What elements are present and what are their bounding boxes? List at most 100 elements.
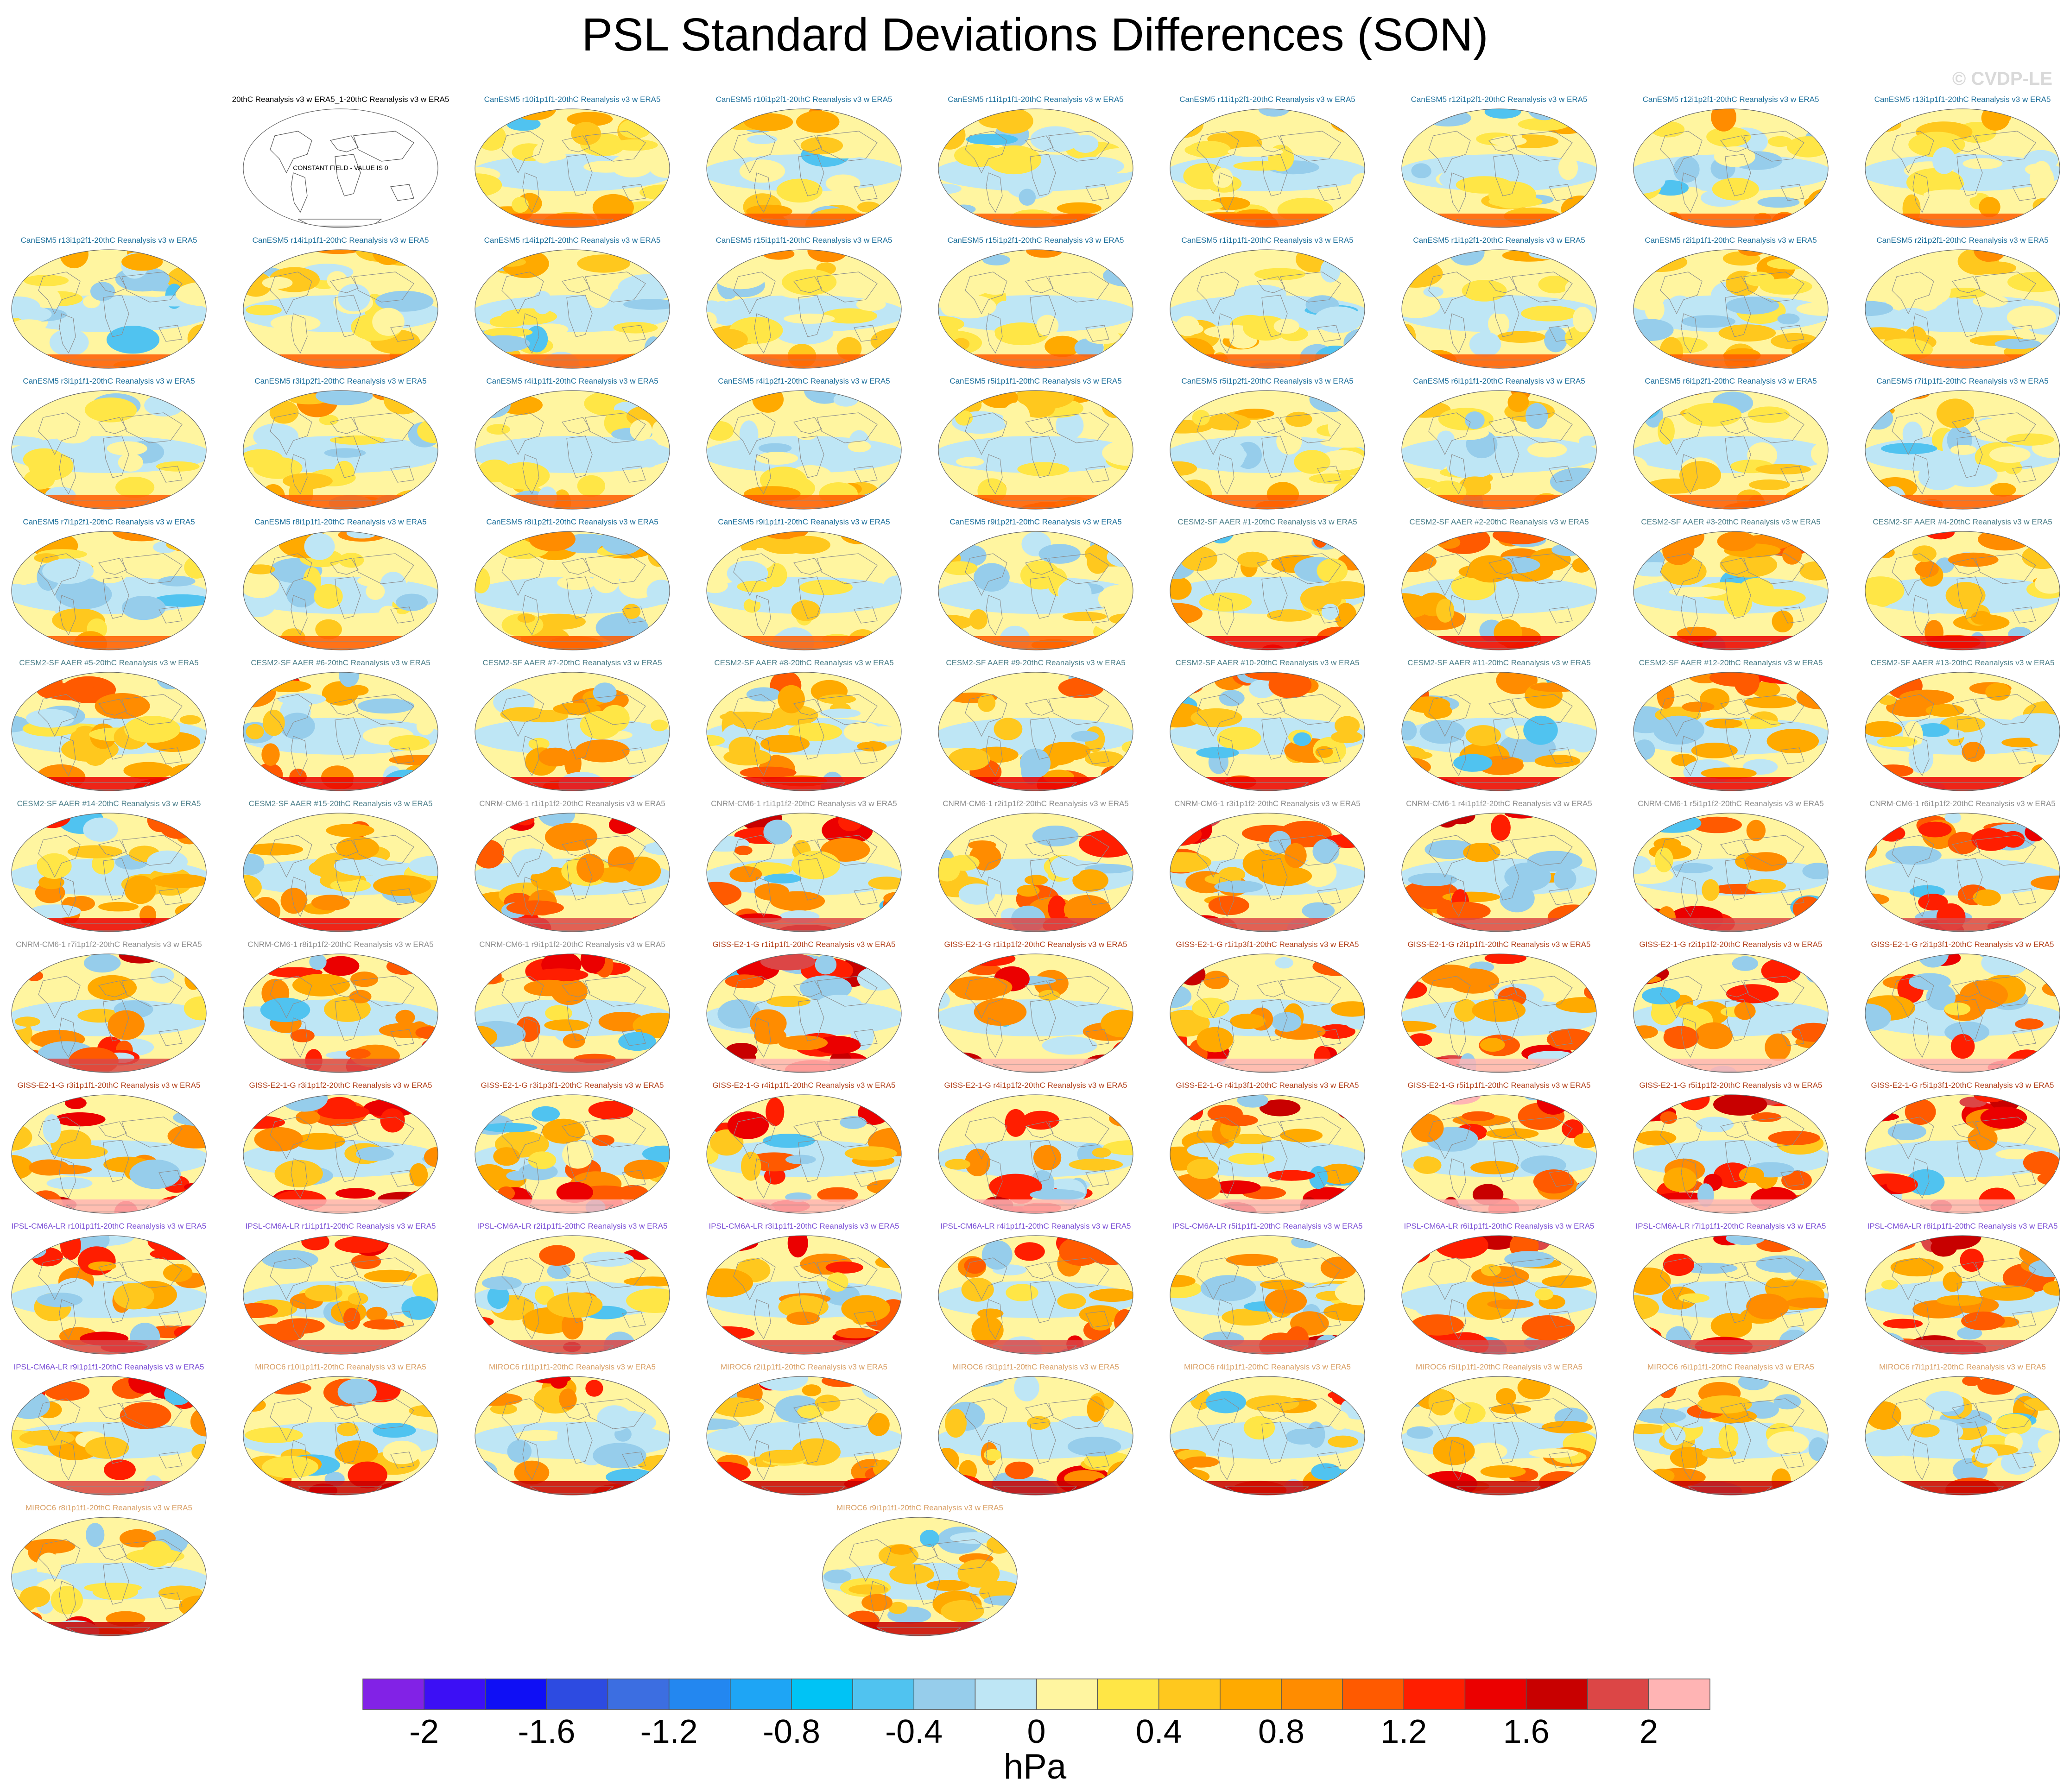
coastline <box>121 553 183 584</box>
anomaly-blob <box>942 1052 983 1073</box>
coastline <box>1257 558 1285 575</box>
anomaly-blob <box>785 1155 816 1165</box>
anomaly-blob <box>532 613 586 630</box>
anomaly-blob <box>882 1208 901 1213</box>
coastline <box>1892 131 1934 174</box>
anomaly-blob <box>1763 1016 1796 1030</box>
coastline <box>793 699 822 716</box>
anomaly-blob <box>645 1477 670 1491</box>
anomaly-blob <box>1324 213 1365 224</box>
anomaly-blob <box>245 843 304 856</box>
anomaly-blob <box>1005 1461 1034 1479</box>
coastline <box>59 736 76 776</box>
anomaly-blob <box>1940 716 1986 732</box>
colorbar-box <box>852 1678 914 1710</box>
anomaly-blob <box>270 315 321 332</box>
anomaly-blob <box>707 578 728 593</box>
coastline <box>986 736 1003 776</box>
coastline <box>158 1592 183 1609</box>
coastline <box>103 1140 129 1182</box>
anomaly-blob <box>106 326 160 354</box>
anomaly-blob <box>1558 156 1578 180</box>
panel-title: MIROC6 r3i1p1f1-20thC Reanalysis v3 w ER… <box>952 1363 1119 1371</box>
anomaly-blob <box>1265 1288 1307 1314</box>
anomaly-blob <box>586 442 629 467</box>
coastline <box>1892 976 1934 1019</box>
coastline <box>335 1421 361 1464</box>
anomaly-blob <box>304 533 335 560</box>
anomaly-blob <box>707 1242 715 1261</box>
coastline <box>1196 1117 1239 1160</box>
coastline <box>1257 1121 1285 1138</box>
anomaly-blob <box>1293 732 1311 746</box>
anomaly-blob <box>1063 298 1101 315</box>
anomaly-blob <box>1056 411 1084 440</box>
anomaly-blob <box>475 903 495 928</box>
anomaly-blob <box>1633 109 1653 121</box>
coastline <box>1780 888 1804 905</box>
coastline <box>1030 435 1056 478</box>
coastline <box>59 454 76 495</box>
coastline <box>1488 1403 1517 1420</box>
anomaly-blob <box>857 966 899 991</box>
map-border <box>11 1094 207 1214</box>
panel-title: CanESM5 r3i1p1f1-20thC Reanalysis v3 w E… <box>23 377 195 385</box>
anomaly-blob <box>55 580 112 609</box>
map-canvas <box>11 953 207 1073</box>
anomaly-blob <box>1766 729 1819 753</box>
panel-title: GISS-E2-1-G r5i1p1f2-20thC Reanalysis v3… <box>1639 1081 1823 1090</box>
coastline <box>1493 576 1519 619</box>
anomaly-blob <box>1480 1465 1526 1478</box>
anomaly-blob <box>707 1202 748 1213</box>
coastline <box>353 553 414 584</box>
anomaly-blob <box>744 113 793 131</box>
map-canvas <box>706 813 902 932</box>
anomaly-blob <box>1751 1112 1782 1122</box>
anomaly-blob <box>562 1141 594 1169</box>
anomaly-blob <box>12 906 31 926</box>
anomaly-blob <box>123 762 174 779</box>
anomaly-blob <box>1421 444 1444 461</box>
anomaly-blob <box>1865 1043 1882 1054</box>
panel-title: CNRM-CM6-1 r6i1p1f2-20thC Reanalysis v3 … <box>1869 799 2056 808</box>
anomaly-blob <box>262 1456 319 1478</box>
anomaly-blob <box>1571 355 1596 368</box>
anomaly-blob <box>23 448 65 471</box>
map-canvas <box>706 672 902 791</box>
coastline <box>965 976 1007 1019</box>
anomaly-blob <box>1017 884 1040 897</box>
anomaly-blob <box>59 250 89 269</box>
coastline <box>1317 1311 1341 1328</box>
panel-title: CanESM5 r8i1p2f1-20thC Reanalysis v3 w E… <box>486 517 658 526</box>
coastline <box>335 1140 361 1182</box>
panel-title: CanESM5 r9i1p1f1-20thC Reanalysis v3 w E… <box>718 517 890 526</box>
anomaly-blob <box>1961 1311 2005 1331</box>
anomaly-blob <box>1542 1275 1592 1288</box>
coastline <box>1428 553 1471 596</box>
anomaly-blob <box>262 709 285 736</box>
colorbar-box <box>913 1678 976 1710</box>
anomaly-blob <box>1895 308 1928 323</box>
map-border <box>1170 953 1365 1073</box>
anomaly-blob <box>822 308 877 324</box>
coastline <box>798 295 824 337</box>
coastline <box>1743 271 1804 303</box>
coastline <box>562 699 590 716</box>
anomaly-blob <box>243 917 262 932</box>
coastline <box>1956 1421 1983 1464</box>
anomaly-blob <box>1285 411 1312 427</box>
anomaly-blob <box>945 1408 967 1438</box>
anomaly-blob <box>1189 444 1247 465</box>
anomaly-blob <box>478 497 519 509</box>
anomaly-blob <box>825 174 861 193</box>
anomaly-blob <box>1335 1280 1365 1306</box>
coastline <box>1681 1440 1698 1481</box>
coastline <box>522 1017 539 1058</box>
coastline <box>501 1257 544 1300</box>
panel-title: MIROC6 r5i1p1f1-20thC Reanalysis v3 w ER… <box>1416 1363 1583 1371</box>
anomaly-blob <box>337 1423 359 1437</box>
anomaly-blob <box>575 739 630 763</box>
anomaly-blob <box>1534 755 1581 768</box>
coastline <box>1660 694 1703 737</box>
coastline <box>854 1311 878 1328</box>
